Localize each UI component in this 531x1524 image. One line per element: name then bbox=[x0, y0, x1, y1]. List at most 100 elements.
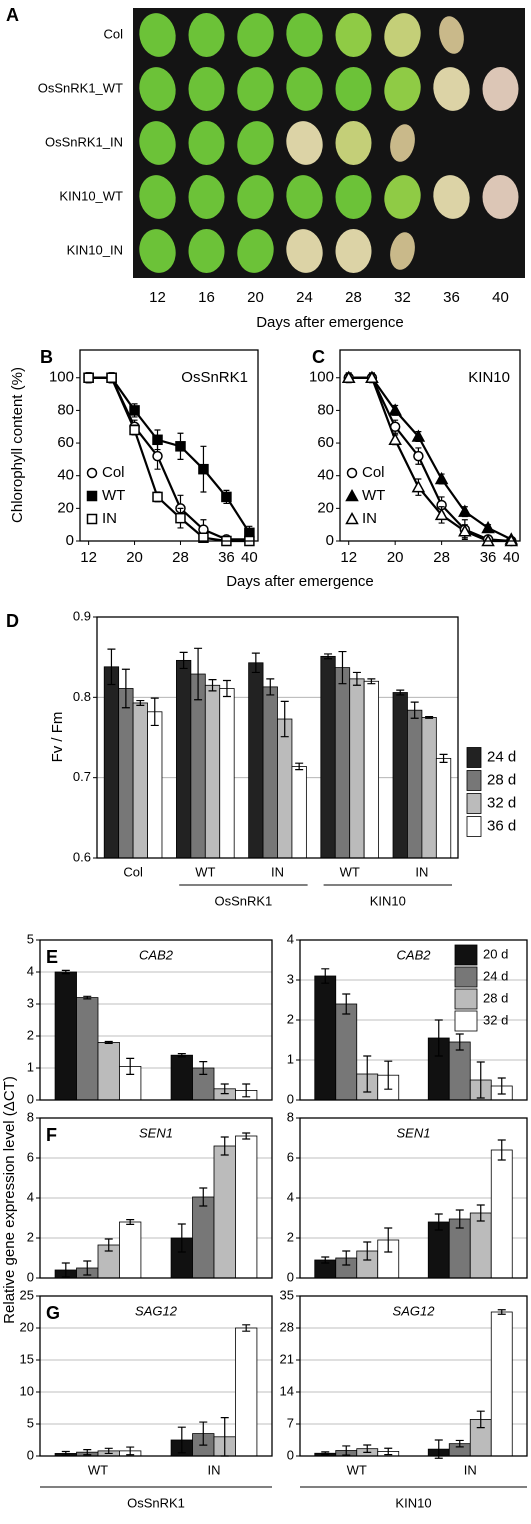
legend-label: 32 d bbox=[487, 794, 516, 811]
panel-letter: C bbox=[312, 347, 325, 367]
plot-frame bbox=[39, 1295, 273, 1457]
plot-frame bbox=[39, 1117, 273, 1279]
y-tick-label: 20 bbox=[317, 499, 334, 516]
legend-swatch bbox=[466, 816, 482, 837]
row-label: KIN10_IN bbox=[67, 242, 123, 257]
y-tick-label: 3 bbox=[287, 971, 294, 986]
leaf bbox=[482, 67, 519, 111]
y-tick-label: 2 bbox=[27, 1027, 34, 1042]
error-bar bbox=[434, 1019, 443, 1057]
x-tick-label: IN bbox=[415, 864, 428, 879]
leaf bbox=[188, 229, 225, 273]
series-line bbox=[348, 376, 512, 541]
column-label: 20 bbox=[247, 289, 264, 306]
error-bar bbox=[177, 1053, 186, 1058]
bar bbox=[335, 1003, 358, 1101]
bar bbox=[407, 709, 423, 859]
y-tick-label: 100 bbox=[309, 369, 334, 386]
error-bar bbox=[455, 1033, 464, 1051]
y-tick-label: 5 bbox=[27, 1415, 34, 1430]
bar bbox=[349, 678, 365, 859]
marker bbox=[411, 429, 426, 442]
y-tick-label: 0.6 bbox=[73, 849, 91, 864]
plot-frame bbox=[79, 349, 259, 542]
y-tick-label: 40 bbox=[57, 467, 74, 484]
marker bbox=[389, 421, 401, 432]
marker bbox=[152, 434, 163, 446]
error-bar bbox=[455, 1439, 464, 1448]
leaf bbox=[439, 16, 464, 54]
error-bar bbox=[342, 993, 351, 1015]
leaf bbox=[139, 67, 176, 111]
x-tick-label: 12 bbox=[340, 549, 357, 566]
error-bar bbox=[497, 1139, 506, 1161]
column-label: 12 bbox=[149, 289, 166, 306]
y-tick-label: 21 bbox=[280, 1351, 294, 1366]
y-tick-label: 6 bbox=[287, 1149, 294, 1164]
error-bar bbox=[126, 1446, 135, 1456]
leaf bbox=[390, 124, 415, 162]
leaf bbox=[139, 13, 176, 57]
x-tick-label: IN bbox=[464, 1462, 477, 1477]
error-bar bbox=[363, 1055, 372, 1093]
legend-marker bbox=[86, 513, 98, 525]
marker bbox=[175, 441, 186, 452]
leaf bbox=[433, 67, 470, 111]
error-bar bbox=[342, 1250, 351, 1266]
marker bbox=[152, 450, 163, 462]
leaf bbox=[237, 175, 274, 219]
leaf bbox=[433, 175, 470, 219]
marker bbox=[434, 507, 449, 521]
leaf bbox=[482, 175, 519, 219]
y-tick-label: 2 bbox=[27, 1229, 34, 1244]
y-axis-title: Fv / Fm bbox=[49, 712, 66, 763]
error-bar bbox=[352, 671, 361, 686]
leaf bbox=[286, 121, 323, 165]
y-tick-label: 60 bbox=[57, 434, 74, 451]
y-tick-label: 4 bbox=[287, 931, 294, 946]
error-bar bbox=[220, 1136, 229, 1156]
plot-frame bbox=[299, 939, 528, 1101]
y-tick-label: 10 bbox=[20, 1383, 34, 1398]
leaf bbox=[237, 121, 274, 165]
marker bbox=[365, 370, 379, 384]
x-tick-label: 36 bbox=[218, 549, 235, 566]
leaf bbox=[335, 67, 372, 111]
leaf bbox=[335, 229, 372, 273]
error-bar bbox=[425, 716, 434, 719]
error-bar bbox=[295, 762, 304, 771]
error-bar bbox=[104, 1238, 113, 1252]
group-label: KIN10 bbox=[395, 1495, 431, 1510]
error-bar bbox=[497, 1309, 506, 1315]
leaf bbox=[384, 67, 421, 111]
error-bar bbox=[476, 1410, 485, 1429]
legend-marker bbox=[345, 488, 359, 502]
error-bar bbox=[363, 1444, 372, 1453]
leaf bbox=[188, 121, 225, 165]
error-bar bbox=[126, 1057, 135, 1075]
leaf bbox=[384, 175, 421, 219]
error-bar bbox=[266, 678, 275, 696]
error-bar bbox=[321, 1451, 330, 1456]
error-bar bbox=[476, 1061, 485, 1099]
legend-label: 20 d bbox=[483, 946, 508, 961]
panel-title: CAB2 bbox=[397, 947, 432, 962]
marker bbox=[198, 463, 209, 475]
bar bbox=[334, 667, 351, 859]
x-tick-label: 28 bbox=[172, 549, 189, 566]
legend-swatch bbox=[454, 988, 478, 1010]
y-tick-label: 0 bbox=[27, 1091, 34, 1106]
y-tick-label: 25 bbox=[20, 1287, 34, 1302]
error-bar bbox=[497, 1077, 506, 1095]
marker bbox=[341, 370, 356, 384]
error-bar bbox=[434, 1439, 443, 1459]
y-tick-label: 0 bbox=[27, 1447, 34, 1462]
legend-label: Col bbox=[362, 464, 385, 481]
error-bar bbox=[384, 1060, 393, 1090]
legend-label: WT bbox=[102, 487, 125, 504]
error-bar bbox=[150, 697, 159, 727]
y-tick-label: 80 bbox=[317, 401, 334, 418]
x-tick-label: 20 bbox=[126, 549, 143, 566]
y-tick-label: 0 bbox=[287, 1447, 294, 1462]
y-tick-label: 6 bbox=[27, 1149, 34, 1164]
